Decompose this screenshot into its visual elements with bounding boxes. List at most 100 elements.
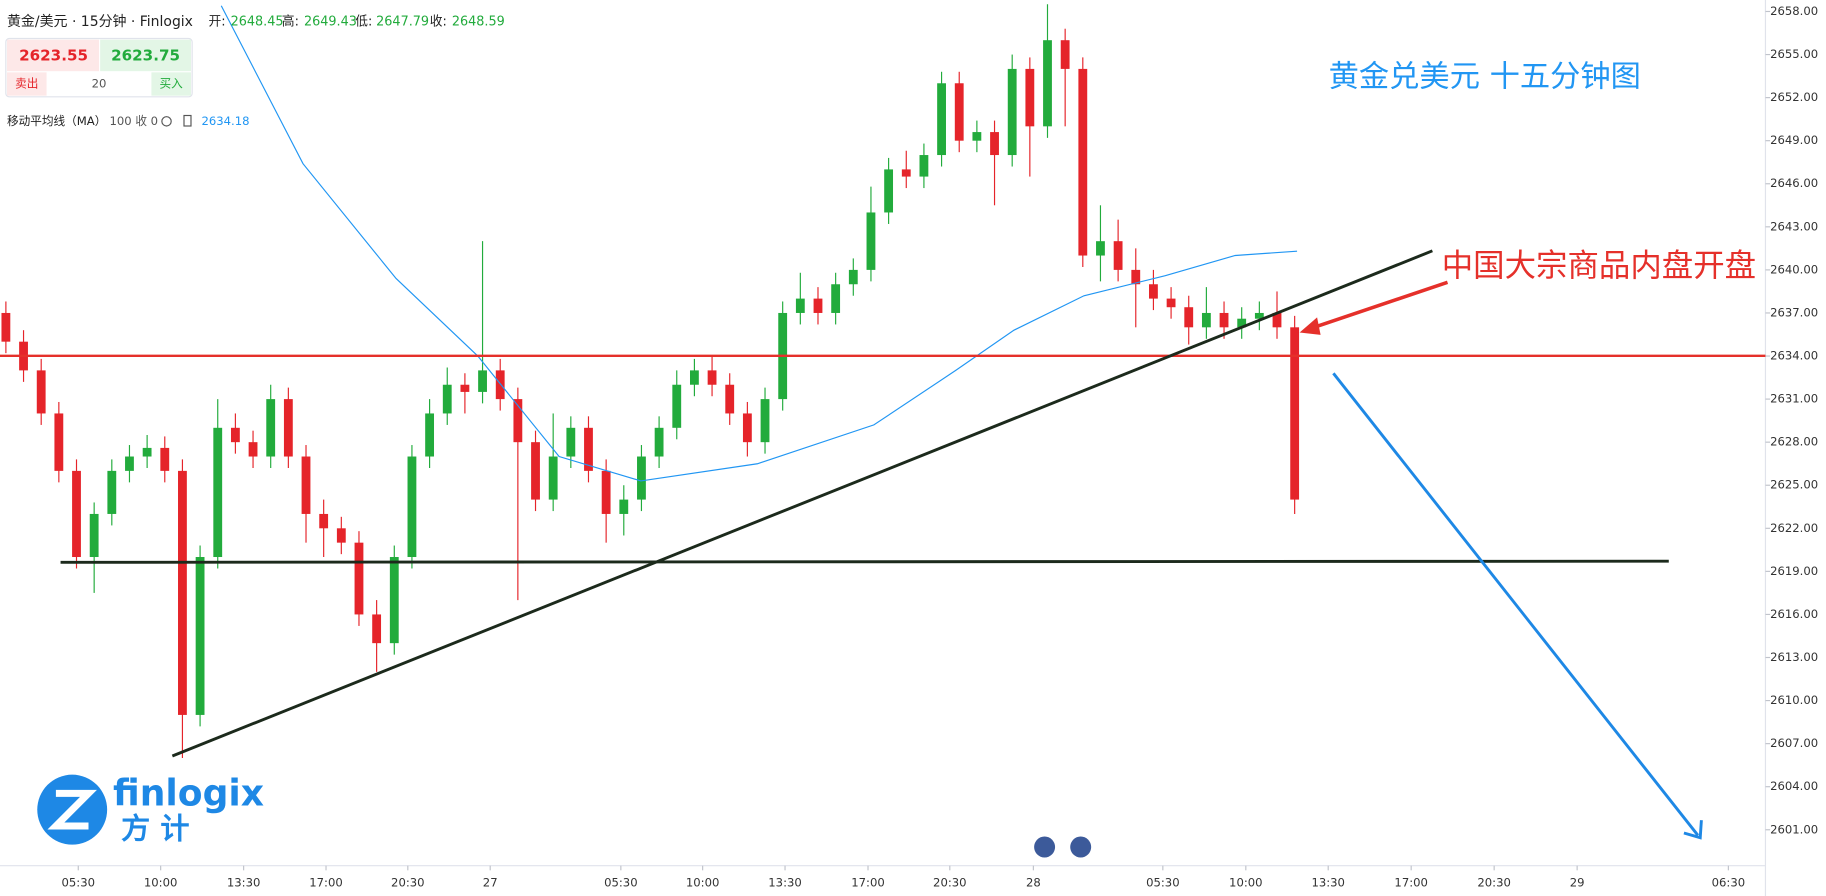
ohlc-value: 2647.79 — [376, 15, 429, 30]
candle-body — [407, 456, 417, 558]
x-tick-label: 28 — [1026, 876, 1041, 890]
logo-text-cn: 方 计 — [121, 812, 189, 846]
sell-label: 卖出 — [15, 76, 38, 90]
sell-button[interactable] — [6, 39, 99, 72]
x-tick-label: 05:30 — [62, 876, 96, 890]
ohlc-label: 高: — [282, 14, 299, 30]
y-tick-label: 2649.00 — [1770, 133, 1818, 147]
candle-body — [1290, 327, 1300, 500]
event-flag[interactable] — [1070, 836, 1092, 858]
event-flag[interactable] — [1034, 836, 1056, 858]
delete-icon[interactable] — [183, 114, 192, 127]
candle-body — [1184, 307, 1194, 328]
candle-body — [513, 399, 523, 443]
candle-body — [795, 298, 805, 313]
candle-body — [283, 399, 293, 457]
y-tick-label: 2622.00 — [1770, 521, 1818, 535]
indicator-value: 2634.18 — [201, 114, 249, 128]
x-tick-label: 06:30 — [1712, 876, 1746, 890]
buy-tab[interactable] — [151, 72, 191, 96]
logo-icon-mark — [47, 789, 97, 830]
annotation-arrow-head — [1299, 317, 1321, 335]
candle-body — [36, 370, 46, 414]
y-tick-label: 2646.00 — [1770, 176, 1818, 190]
moving-average — [220, 5, 1298, 482]
candle-body — [937, 83, 946, 156]
candle-body — [389, 557, 399, 644]
candle-body — [248, 442, 258, 457]
candle-body — [107, 470, 117, 514]
x-tick-label: 27 — [483, 876, 498, 890]
x-tick-label: 20:30 — [933, 876, 967, 890]
candle-body — [954, 83, 964, 141]
candle-body — [266, 399, 276, 457]
candle-body — [72, 470, 81, 558]
ohlc-value: 2648.45 — [231, 15, 284, 30]
x-tick-label: 20:30 — [1477, 876, 1511, 890]
candle-body — [619, 499, 629, 514]
settings-icon[interactable] — [161, 116, 172, 127]
candle-body — [442, 384, 452, 414]
candle-body — [319, 513, 329, 529]
y-tick-label: 2625.00 — [1770, 478, 1818, 492]
sell-price: 2623.55 — [19, 46, 88, 64]
candle-body — [89, 513, 99, 558]
candle-body — [672, 384, 682, 428]
ohlc-label: 开: — [208, 15, 225, 30]
y-tick-label: 2616.00 — [1770, 607, 1818, 621]
x-tick-label: 13:30 — [1311, 876, 1345, 890]
candle-body — [336, 528, 346, 543]
candle-body — [1113, 241, 1123, 270]
candle-body — [760, 399, 770, 443]
candle-body — [1237, 318, 1247, 328]
candle-body — [1025, 68, 1035, 127]
candle-body — [531, 442, 540, 500]
indicator-name: 移动平均线（MA） — [7, 114, 106, 128]
candle-body — [1219, 312, 1229, 328]
y-tick-label: 2652.00 — [1770, 90, 1818, 104]
candle-body — [884, 169, 894, 213]
candle-body — [178, 470, 187, 715]
candle-body — [372, 614, 382, 644]
support-line — [60, 559, 1669, 564]
logo-text: finlogix — [113, 772, 264, 815]
candle-body — [831, 284, 841, 313]
indicator-params: 100 收 0 — [109, 114, 158, 128]
x-tick-label: 13:30 — [768, 876, 802, 890]
candle-body — [195, 557, 205, 715]
candle-body — [972, 132, 982, 141]
x-tick-label: 13:30 — [227, 876, 261, 890]
y-tick-label: 2619.00 — [1770, 564, 1818, 578]
y-tick-label: 2628.00 — [1770, 435, 1818, 449]
ohlc-label: 收: — [430, 15, 447, 30]
x-tick-label: 05:30 — [604, 876, 638, 890]
plot-area — [1, 4, 1300, 758]
candle-body — [901, 169, 911, 177]
x-tick-label: 10:00 — [1229, 876, 1263, 890]
amount[interactable]: 20 — [92, 76, 107, 90]
forecast-arrow — [1332, 372, 1700, 837]
candle-body — [637, 456, 646, 500]
x-tick-label: 05:30 — [1146, 876, 1180, 890]
symbol: 黄金/美元 · 15分钟 · Finlogix — [7, 13, 193, 30]
buy-price: 2623.75 — [111, 46, 180, 64]
candle-body — [742, 413, 752, 443]
candle-body — [601, 470, 611, 514]
y-tick-label: 2658.00 — [1770, 4, 1818, 18]
candle-body — [213, 427, 223, 558]
sell-tab[interactable] — [6, 72, 47, 96]
ohlc-value: 2649.43 — [304, 15, 357, 30]
candle-body — [495, 370, 505, 400]
annotation-arrow — [1315, 280, 1449, 329]
candle-body — [230, 427, 240, 443]
candle-body — [654, 427, 664, 457]
annotation: 中国大宗商品内盘开盘 — [1442, 248, 1756, 284]
candle-body — [54, 413, 64, 471]
y-tick-label: 2610.00 — [1770, 693, 1818, 707]
x-tick-label: 10:00 — [144, 876, 178, 890]
buy-button[interactable] — [100, 39, 191, 72]
candle-body — [1149, 284, 1158, 299]
candle-body — [707, 370, 717, 385]
candle-body — [990, 132, 999, 156]
